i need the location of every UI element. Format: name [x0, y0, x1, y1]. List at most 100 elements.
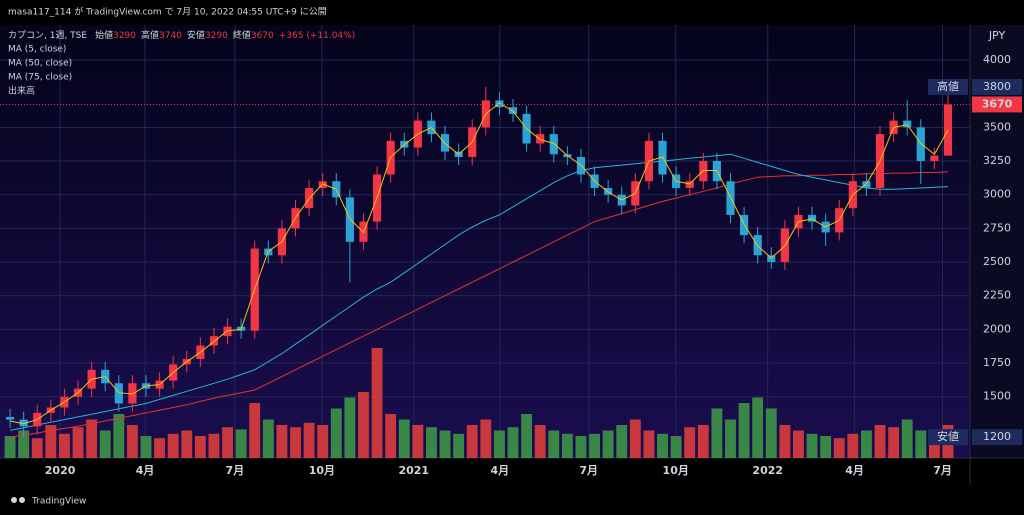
x-tick-label: 4月 [845, 464, 864, 477]
volume-bar [820, 436, 832, 458]
volume-bar [684, 427, 696, 458]
legend-entry: MA (5, close) [8, 45, 66, 55]
candle-body [943, 104, 953, 156]
candle-body [495, 100, 504, 108]
volume-bar [874, 425, 886, 458]
candle-body [5, 416, 15, 420]
volume-bar [344, 397, 356, 458]
candle-body [903, 120, 912, 128]
candle-body [767, 255, 776, 263]
y-tick-label: 3250 [983, 154, 1011, 167]
quote-value: 3740 [159, 31, 182, 41]
quote-value: 3290 [113, 31, 136, 41]
x-tick-label: 7月 [226, 464, 245, 477]
candle-body [345, 197, 354, 242]
x-tick-label: 10月 [663, 464, 689, 477]
volume-bar [602, 430, 614, 458]
volume-bar [113, 414, 125, 458]
badge-value-box [972, 429, 1022, 446]
x-tick-label: 2021 [398, 464, 429, 477]
volume-bar [915, 430, 927, 458]
volume-bar [847, 433, 859, 458]
volume-bar [276, 425, 288, 458]
badge-label: 安値 [937, 429, 959, 443]
candle-body [508, 107, 518, 114]
symbol: カプコン, 1週, TSE [8, 30, 87, 41]
y-tick-label: 2500 [983, 255, 1011, 268]
last-price-label: 3670 [982, 97, 1013, 110]
candle-body [862, 181, 871, 188]
y-tick-label: 4000 [983, 53, 1011, 66]
ma-line [10, 102, 949, 425]
volume-bar [72, 427, 84, 458]
volume-bar [860, 430, 872, 458]
y-tick-label: 2000 [983, 322, 1011, 335]
volume-bar [507, 427, 519, 458]
y-tick-label: 1750 [983, 356, 1011, 369]
volume-bar [290, 427, 301, 458]
legend-quote: カプコン, 1週, TSE 始値3290 高値3740 安値3290 終値3670 +36… [8, 29, 355, 41]
volume-bar [928, 436, 940, 458]
candle-body [114, 383, 123, 404]
candle-body [685, 181, 694, 188]
volume-bar [711, 408, 723, 458]
volume-bar [534, 425, 546, 458]
y-tick-label: 3500 [983, 120, 1011, 133]
volume-bar [453, 433, 465, 458]
volume-bar [371, 348, 383, 458]
y-tick-label: 2750 [983, 221, 1011, 234]
candle-body [400, 140, 409, 148]
volume-bar [126, 425, 138, 458]
candle-body [549, 134, 558, 155]
volume-bar [548, 430, 560, 458]
volume-bar [235, 429, 247, 458]
volume-bar [167, 433, 179, 458]
y-tick-label: 2250 [983, 289, 1011, 302]
volume-bar [194, 436, 206, 458]
volume-bar [45, 425, 57, 458]
footer: TradingView [31, 497, 86, 507]
quote-label: 高値 [141, 29, 159, 41]
volume-bar [670, 436, 682, 458]
badge-label: 高値 [937, 79, 959, 93]
volume-bar [303, 422, 315, 458]
change: +365 (+11.04%) [279, 31, 355, 41]
legend-entry: MA (75, close) [8, 73, 72, 83]
candle-body [930, 155, 939, 162]
volume-bar [385, 414, 397, 458]
volume-bar [765, 408, 777, 458]
header: masa117_114 が TradingView.com で 7月 10, 2… [8, 6, 327, 18]
x-tick-label: 2020 [45, 464, 76, 477]
last-price-badge [972, 96, 1022, 113]
volume-bar [86, 419, 98, 458]
x-tick-label: 7月 [579, 464, 598, 477]
candle-body [916, 127, 925, 162]
volume-bar [4, 436, 16, 458]
volume-bar [752, 397, 764, 458]
volume-bar [426, 427, 437, 458]
currency: JPY [988, 29, 1006, 42]
volume-bar [398, 419, 410, 458]
candle-body [223, 326, 232, 337]
volume-bar [833, 438, 845, 458]
volume-bar [575, 436, 587, 458]
volume-bar [480, 419, 492, 458]
volume-bar [589, 433, 600, 458]
badge-value: 3800 [983, 80, 1011, 93]
volume-bar [58, 433, 70, 458]
volume-bar [181, 430, 193, 458]
candle-body [19, 419, 28, 427]
volume-bar [18, 430, 30, 458]
volume-bar [806, 433, 818, 458]
volume-bar [725, 419, 736, 458]
volume-bar [330, 408, 342, 458]
volume-bar [888, 427, 900, 458]
volume-bar [208, 433, 220, 458]
volume-bar [901, 419, 913, 458]
volume-bar [412, 425, 424, 458]
volume-bar [697, 425, 709, 458]
volume-bar [793, 430, 804, 458]
volume-bar [493, 430, 505, 458]
quote-label: 安値 [187, 29, 205, 41]
